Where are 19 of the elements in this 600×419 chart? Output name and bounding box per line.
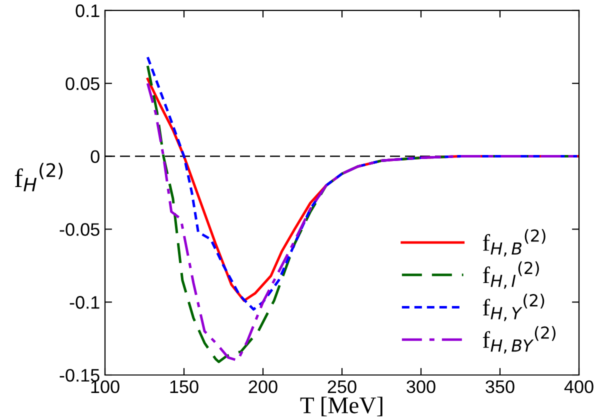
x-tick-label: 350 — [486, 380, 514, 394]
y-tick-label: 0.1 — [76, 4, 100, 18]
x-tick-label: 300 — [406, 380, 436, 394]
y-tick-label: -0.15 — [60, 368, 100, 382]
legend-label: f$_{H,BY}$$^{(2)}$ — [482, 326, 556, 354]
y-tick-label: -0.1 — [70, 296, 100, 309]
x-axis-title: T [MeV] — [300, 396, 382, 416]
legend-label: f$_{H,B}$$^{(2)}$ — [482, 229, 546, 256]
y-tick-label: -0.05 — [60, 223, 100, 236]
legend-label: f$_{H,I}$$^{(2)}$ — [482, 261, 539, 289]
legend-label: f$_{H,Y}$$^{(2)}$ — [482, 294, 544, 322]
x-tick-label: 250 — [328, 380, 356, 394]
y-axis-title: f$_{H}$$^{(2)}$ — [14, 162, 63, 192]
x-tick-label: 200 — [248, 380, 278, 394]
y-tick-label: 0.05 — [66, 77, 100, 90]
y-tick-label: 0 — [90, 150, 100, 164]
x-tick-label: 400 — [564, 380, 594, 394]
x-tick-label: 150 — [170, 380, 198, 394]
x-tick-label: 100 — [91, 380, 120, 394]
